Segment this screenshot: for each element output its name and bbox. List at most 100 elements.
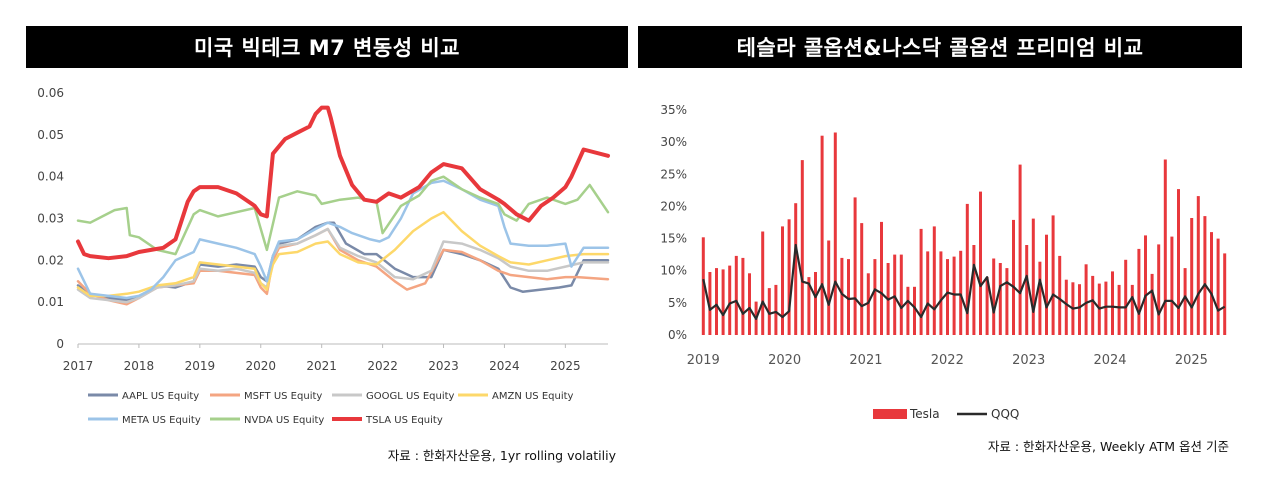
tesla-bar [1157,244,1161,335]
tesla-bar [899,254,903,335]
premium-bar-chart: 0% 5% 10% 15% 20% 25% 30% 35% 2019 2020 2021 2022 20… [660,103,1227,421]
y-tick-label: 0.01 [37,295,64,309]
y-tick-label: 0% [668,328,687,342]
x-tick-label: 2021 [849,353,882,368]
left-source-note: 자료 : 한화자산운용, 1yr rolling volatiliy [387,448,616,463]
tesla-bar [1084,264,1088,335]
tesla-bar [1038,261,1042,335]
tesla-bar [794,203,798,335]
tesla-bar [913,286,916,335]
tesla-bar [1150,273,1154,335]
y-tick-label: 15% [660,232,687,246]
y-tick-label: 25% [660,167,687,181]
tesla-bar [833,132,837,335]
tesla-bar [734,255,738,335]
tesla-bar [708,272,712,335]
x-tick-label: 2023 [428,359,459,373]
tesla-bar [873,259,877,335]
tesla-bar [1064,279,1068,335]
y-tick-label: 0.06 [37,86,64,100]
x-tick-label: 2022 [931,353,964,368]
x-tick-label: 2020 [245,359,276,373]
tesla-bar [1058,255,1062,335]
tesla-bar [820,135,824,335]
tesla-bar [1177,189,1180,335]
y-tick-label: 35% [660,103,687,117]
y-tick-label: 0.04 [37,170,64,184]
tesla-bar [952,256,956,335]
right-chart-title: 테슬라 콜옵션&나스닥 콜옵션 프리미엄 비교 [638,26,1242,68]
series-line [76,179,610,300]
tesla-bar [939,251,943,335]
y-tick-label: 30% [660,135,687,149]
tesla-bar [880,221,883,335]
y-tick-label: 20% [660,199,687,213]
right-source-note: 자료 : 한화자산운용, Weekly ATM 옵션 기준 [987,439,1229,454]
legend-label: MSFT US Equity [244,391,322,402]
tesla-bar [1144,235,1147,335]
tesla-bar [721,269,725,335]
y-tick-label: 0 [56,337,64,351]
y-tick-label: 10% [660,264,687,278]
y-tick-label: 0.05 [37,128,64,142]
tesla-bar [1025,245,1029,335]
x-tick-label: 2024 [489,359,520,373]
tesla-bar [992,258,996,335]
tesla-bar [919,228,923,335]
y-tick-label: 0.02 [37,253,64,267]
tesla-bar [1196,196,1200,335]
tesla-bar [946,259,949,335]
tesla-bar [1005,268,1009,335]
legend-label: AMZN US Equity [492,391,574,402]
legend-label: AAPL US Equity [122,391,199,402]
tesla-bar [787,219,791,335]
tesla-bar [860,223,864,335]
x-tick-label: 2019 [687,353,720,368]
legend-swatch-tesla [873,409,907,419]
legend-label: TSLA US Equity [365,415,443,426]
tesla-bar [979,191,982,335]
tesla-bar [800,160,804,335]
tesla-bar [1078,284,1081,335]
tesla-bar [985,277,989,335]
x-tick-label: 2019 [185,359,216,373]
tesla-bar [728,265,732,335]
tesla-bar [1012,219,1015,335]
x-tick-label: 2017 [63,359,94,373]
tesla-bar [715,268,718,335]
qqq-line [702,243,1226,320]
tesla-bar [1051,215,1055,335]
x-tick-label: 2025 [1175,353,1208,368]
y-tick-label: 5% [668,296,687,310]
tesla-bar [847,259,850,335]
tesla-bar [998,263,1002,335]
series-line [76,175,610,256]
tesla-bar [814,272,817,335]
legend-label-qqq: QQQ [991,407,1019,421]
series-line [76,105,610,261]
tesla-bar [781,226,784,335]
x-tick-label: 2020 [768,353,801,368]
legend-label: META US Equity [122,415,201,426]
tesla-bar [1031,218,1035,335]
x-tick-label: 2025 [550,359,581,373]
tesla-bar [1111,271,1114,335]
tesla-bar [1183,268,1187,335]
tesla-bar [1018,164,1022,335]
tesla-bar [972,245,976,335]
tesla-bar [741,257,745,335]
x-tick-label: 2023 [1012,353,1045,368]
tesla-bar [1216,238,1220,335]
tesla-bar [1130,284,1134,335]
series-line [76,210,610,298]
x-tick-label: 2018 [124,359,155,373]
left-chart-title: 미국 빅테크 M7 변동성 비교 [26,26,628,68]
tesla-bar [807,277,811,335]
tesla-bar [959,250,963,335]
tesla-bar [1137,248,1141,335]
tesla-bar [866,273,870,335]
y-tick-label: 0.03 [37,212,64,226]
tesla-bar [1091,275,1095,335]
series-line [76,227,610,304]
tesla-bar [906,286,910,335]
